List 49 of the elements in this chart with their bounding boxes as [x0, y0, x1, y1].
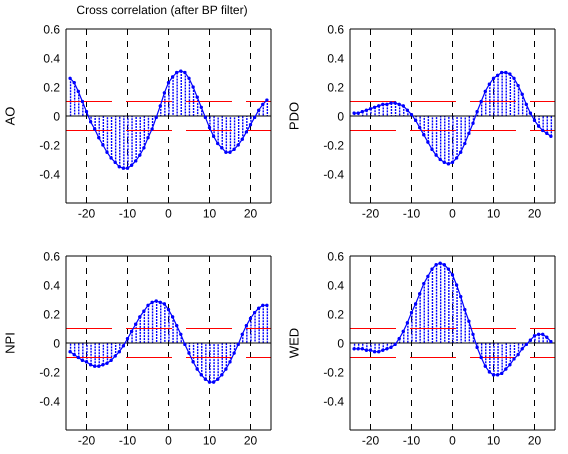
x-tick-label: 10 — [202, 206, 216, 221]
x-tick-label: 20 — [528, 206, 542, 221]
y-tick-label: 0.6 — [327, 22, 344, 36]
y-tick-label: 0.2 — [327, 80, 344, 94]
y-tick-label: 0.4 — [327, 278, 344, 292]
x-tick-label: -20 — [362, 434, 380, 448]
x-tick-label: -10 — [118, 434, 136, 448]
y-tick-label: 0.6 — [43, 22, 60, 36]
y-tick-label: 0.4 — [43, 51, 60, 66]
x-tick-label: -10 — [402, 206, 420, 221]
x-tick-label: 0 — [165, 434, 172, 448]
x-tick-label: -10 — [118, 206, 136, 221]
x-tick-label: -20 — [78, 434, 96, 448]
y-tick-label: 0.6 — [43, 249, 60, 264]
y-axis-title: PDO — [286, 102, 302, 130]
y-axis-title: AO — [2, 106, 18, 126]
y-tick-label: -0.2 — [39, 138, 60, 152]
y-axis-title: NPI — [2, 332, 18, 354]
y-tick-label: 0.6 — [327, 249, 344, 264]
y-tick-label: -0.2 — [323, 365, 344, 380]
y-tick-label: 0 — [337, 109, 344, 124]
y-tick-label: -0.4 — [39, 167, 60, 182]
x-tick-label: -20 — [362, 206, 380, 221]
x-tick-label: 10 — [486, 206, 500, 221]
x-tick-label: 0 — [449, 434, 456, 448]
x-tick-label: 20 — [244, 206, 258, 221]
x-tick-label: 0 — [165, 206, 172, 221]
y-tick-label: -0.4 — [323, 394, 344, 408]
y-tick-label: 0 — [337, 336, 344, 350]
y-tick-label: 0 — [53, 336, 60, 350]
x-tick-label: 20 — [528, 434, 542, 448]
x-tick-label: 0 — [449, 206, 456, 221]
y-axis-title: WED — [286, 328, 302, 358]
chart-title: Cross correlation (after BP filter) — [75, 2, 249, 19]
y-tick-label: -0.4 — [39, 394, 60, 408]
x-tick-label: 20 — [244, 434, 258, 448]
y-tick-label: -0.2 — [323, 138, 344, 152]
y-tick-label: -0.4 — [323, 167, 344, 182]
x-tick-label: -10 — [402, 434, 420, 448]
y-tick-label: 0.4 — [43, 278, 60, 292]
x-tick-label: -20 — [78, 206, 96, 221]
y-tick-label: 0.2 — [43, 307, 60, 322]
y-tick-label: 0.2 — [327, 307, 344, 322]
y-tick-label: -0.2 — [39, 365, 60, 380]
x-tick-label: 10 — [486, 434, 500, 448]
y-tick-label: 0.4 — [327, 51, 344, 66]
y-tick-label: 0 — [53, 109, 60, 124]
x-tick-label: 10 — [202, 434, 216, 448]
y-tick-label: 0.2 — [43, 80, 60, 94]
